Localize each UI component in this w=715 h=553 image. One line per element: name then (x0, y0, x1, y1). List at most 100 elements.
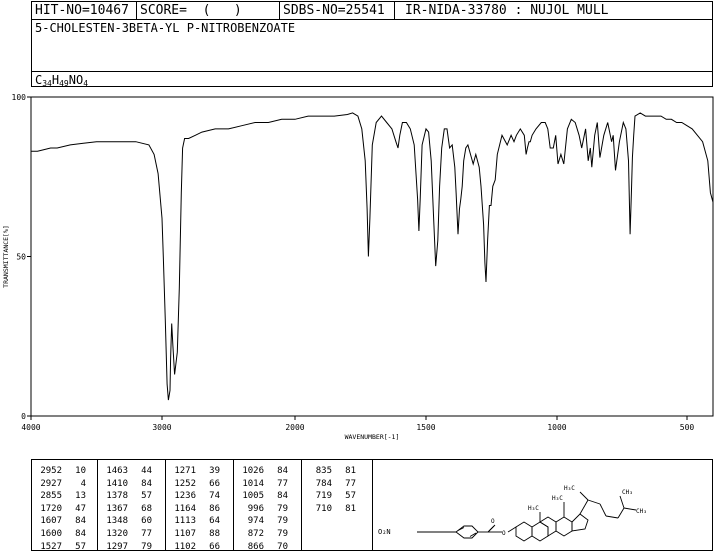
y-tick-label: 0 (21, 412, 26, 421)
peak-transmittance: 57 (141, 491, 152, 502)
peak-transmittance: 84 (277, 491, 288, 502)
peak-row: 1026 84 (234, 465, 301, 478)
peak-row: 2855 13 (32, 490, 97, 503)
peak-wavenumber: 1297 (106, 541, 128, 552)
peak-transmittance: 74 (209, 491, 220, 502)
peak-wavenumber: 1102 (174, 541, 196, 552)
nitro-label: O₂N (378, 528, 391, 536)
peak-wavenumber: 1720 (40, 503, 62, 514)
peak-wavenumber: 835 (315, 466, 332, 476)
ir-spectrum-chart: 4000 3000 2000 1500 1000 500100500WAVENUMBER[… (2, 93, 714, 441)
peak-row: 835 81 (302, 465, 372, 478)
peak-row: 710 81 (302, 503, 372, 516)
peak-table: 2952 10 2927 4 2855 13 1720 47 1607 84 1600 84 1527 5… (31, 459, 713, 553)
peak-transmittance: 77 (141, 528, 152, 539)
peak-wavenumber: 1005 (242, 491, 264, 502)
peak-row: 784 77 (302, 478, 372, 491)
peak-transmittance: 79 (141, 541, 152, 552)
peak-row: 1463 44 (98, 465, 165, 478)
peak-row: 1378 57 (98, 490, 165, 503)
x-axis-label: WAVENUMBER[-1] (345, 433, 400, 441)
peak-row: 866 70 (234, 541, 301, 553)
peak-wavenumber: 1607 (40, 516, 62, 527)
peak-row: 996 79 (234, 503, 301, 516)
peak-wavenumber: 1026 (242, 466, 264, 476)
peak-transmittance: 79 (277, 516, 288, 527)
methyl-top-label: H₃C (564, 485, 575, 492)
peak-wavenumber: 866 (247, 541, 264, 552)
peak-wavenumber: 1410 (106, 478, 128, 489)
molecular-structure-diagram: O₂N O O H₃C H₃C H₃C CH₃ CH₃ (378, 485, 647, 542)
peak-transmittance: 81 (345, 503, 356, 514)
spectrum-header: HIT-NO=10467 SCORE= ( ) SDBS-NO=25541 IR… (31, 1, 713, 88)
peak-column: 835 81 784 77 719 57 710 81 (302, 460, 373, 550)
peak-wavenumber: 1107 (174, 528, 196, 539)
peak-row: 1410 84 (98, 478, 165, 491)
peak-transmittance: 47 (75, 503, 86, 514)
peak-transmittance: 10 (75, 466, 86, 476)
peak-wavenumber: 1164 (174, 503, 196, 514)
peak-transmittance: 13 (75, 491, 86, 502)
peak-wavenumber: 974 (247, 516, 264, 527)
isopropyl-label-top: CH₃ (622, 489, 633, 496)
methyl-left-label: H₃C (528, 505, 539, 512)
peak-wavenumber: 872 (247, 528, 264, 539)
peak-row: 1297 79 (98, 541, 165, 553)
peak-row: 719 57 (302, 490, 372, 503)
isopropyl-label-right: CH₃ (636, 508, 647, 515)
peak-transmittance: 39 (209, 466, 220, 476)
peak-row: 1005 84 (234, 490, 301, 503)
peak-wavenumber: 1348 (106, 516, 128, 527)
y-tick-label: 50 (16, 253, 26, 262)
peak-transmittance: 88 (209, 528, 220, 539)
molecular-formula: C34H49NO4 (32, 71, 712, 88)
peak-wavenumber: 1463 (106, 466, 128, 476)
x-tick-label: 500 (680, 423, 695, 432)
ir-info: IR-NIDA-33780 : NUJOL MULL (405, 3, 609, 18)
peak-row: 1527 57 (32, 541, 97, 553)
sdbs-number: SDBS-NO=25541 (280, 2, 395, 19)
peak-row: 1348 60 (98, 515, 165, 528)
peak-wavenumber: 1378 (106, 491, 128, 502)
peak-transmittance: 44 (141, 466, 152, 476)
peak-row: 2952 10 (32, 465, 97, 478)
peak-wavenumber: 2855 (40, 491, 62, 502)
spectrum-line (31, 112, 714, 401)
peak-wavenumber: 1320 (106, 528, 128, 539)
peak-wavenumber: 1113 (174, 516, 196, 527)
peak-transmittance: 70 (277, 541, 288, 552)
x-tick-label: 3000 (152, 423, 171, 432)
peak-row: 1720 47 (32, 503, 97, 516)
peak-row: 1164 86 (166, 503, 233, 516)
peak-transmittance: 77 (345, 478, 356, 489)
peak-row: 1607 84 (32, 515, 97, 528)
peak-row: 1600 84 (32, 528, 97, 541)
peak-column: 2952 10 2927 4 2855 13 1720 47 1607 84 1600 84 1527 5… (32, 460, 98, 553)
y-axis-label: TRANSMITTANCE[%] (2, 225, 10, 288)
x-tick-label: 4000 (21, 423, 40, 432)
peak-column: 1463 44 1410 84 1378 57 1367 68 1348 60 1320 77 1297… (98, 460, 166, 553)
peak-row: 1367 68 (98, 503, 165, 516)
peak-row: 974 79 (234, 515, 301, 528)
peak-row: 1320 77 (98, 528, 165, 541)
peak-transmittance: 79 (277, 503, 288, 514)
peak-row: 1014 77 (234, 478, 301, 491)
peak-transmittance: 84 (141, 478, 152, 489)
peak-row: 1236 74 (166, 490, 233, 503)
carbonyl-o-label: O (491, 518, 495, 525)
peak-wavenumber: 2927 (40, 478, 62, 489)
peak-row: 1102 66 (166, 541, 233, 553)
ester-o-label: O (502, 530, 506, 537)
x-tick-label: 2000 (285, 423, 304, 432)
peak-transmittance: 57 (345, 491, 356, 502)
y-tick-label: 100 (12, 93, 27, 102)
peak-row: 872 79 (234, 528, 301, 541)
peak-transmittance: 81 (345, 466, 356, 476)
peak-wavenumber: 1271 (174, 466, 196, 476)
peak-wavenumber: 719 (315, 491, 332, 502)
peak-column: 1026 84 1014 77 1005 84 996 79 974 79 872 79 866 70 (234, 460, 302, 553)
peak-wavenumber: 996 (247, 503, 264, 514)
peak-wavenumber: 710 (315, 503, 332, 514)
header-row: HIT-NO=10467 SCORE= ( ) SDBS-NO=25541 IR… (32, 2, 712, 20)
peak-wavenumber: 1527 (40, 541, 62, 552)
